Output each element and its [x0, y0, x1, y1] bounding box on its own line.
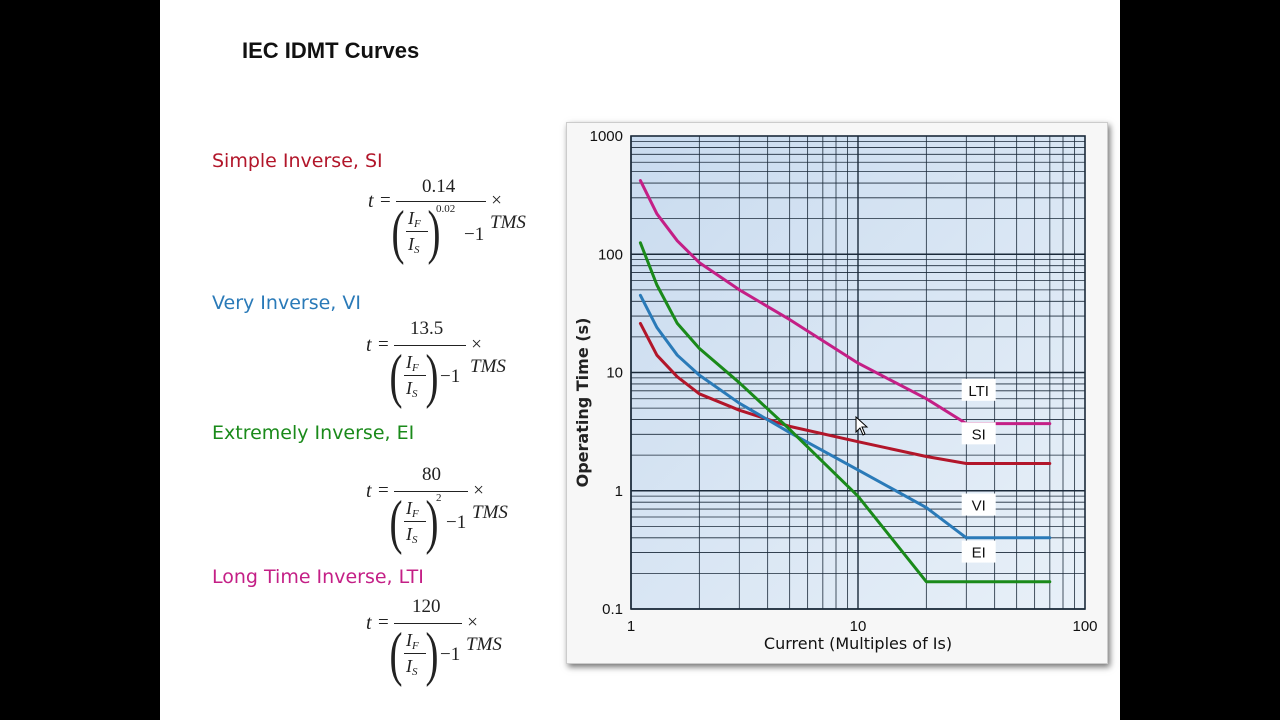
formula-t: t [368, 190, 374, 212]
lti-numerator: 120 [412, 596, 441, 617]
series-label-si: SI [972, 426, 986, 443]
x-tick-label: 100 [1072, 618, 1097, 635]
formula-times: × TMS [490, 190, 526, 233]
series-label-ei: EI [972, 545, 986, 562]
y-tick-label: 0.1 [602, 601, 623, 618]
ei-heading: Extremely Inverse, EI [212, 422, 415, 444]
x-tick-label: 10 [850, 618, 867, 635]
series-label-vi: VI [972, 498, 986, 515]
series-label-box [961, 493, 996, 516]
si-exponent: 0.02 [436, 203, 456, 215]
y-tick-label: 10 [606, 365, 623, 382]
y-tick-label: 1 [615, 483, 623, 500]
ei-exponent: 2 [436, 492, 442, 504]
formula-minus: −1 [464, 224, 485, 245]
series-label-box [961, 378, 996, 401]
si-heading: Simple Inverse, SI [212, 150, 383, 172]
x-tick-label: 1 [627, 618, 635, 635]
curve-lti [638, 179, 1052, 426]
ei-numerator: 80 [422, 464, 441, 485]
x-axis-label: Current (Multiples of Is) [764, 634, 952, 653]
y-axis-label: Operating Time (s) [573, 318, 592, 488]
slide: IEC IDMT Curves Simple Inverse, SI t = 0… [160, 0, 1120, 720]
slide-title: IEC IDMT Curves [242, 38, 420, 63]
chart-frame: 0.1 1 10 100 1000 1 10 100 Current (Multiples of… [566, 122, 1108, 664]
si-numerator: 0.14 [422, 176, 456, 197]
series-label-box [961, 422, 996, 445]
y-tick-label: 100 [598, 246, 623, 263]
curve-vi [638, 293, 1052, 540]
series-label-lti: LTI [968, 383, 989, 400]
plot-border [630, 135, 1086, 610]
y-tick-label: 1000 [590, 128, 623, 145]
vi-heading: Very Inverse, VI [212, 292, 361, 314]
lti-heading: Long Time Inverse, LTI [212, 566, 424, 588]
formula-eq: = [380, 190, 391, 211]
series-label-box [961, 540, 996, 563]
vi-numerator: 13.5 [410, 318, 444, 339]
curve-ei [638, 241, 1052, 584]
